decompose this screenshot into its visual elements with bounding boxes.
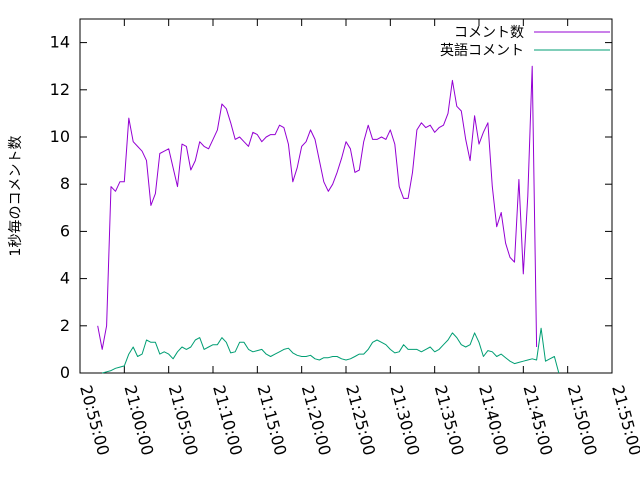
x-tick-label: 21:50:00: [564, 383, 601, 457]
x-tick-label: 21:40:00: [475, 383, 512, 457]
y-tick-label: 4: [60, 269, 70, 288]
series-layer: [97, 65, 560, 374]
x-tick-label: 21:55:00: [608, 383, 640, 457]
x-tick-label: 21:10:00: [209, 383, 246, 457]
x-tick-label: 21:25:00: [342, 383, 379, 457]
y-axis-label: 1秒毎のコメント数: [8, 136, 24, 257]
y-tick-label: 0: [60, 363, 70, 382]
x-tick-label: 21:15:00: [253, 383, 290, 457]
y-tick-label: 6: [60, 221, 70, 240]
x-tick-label: 21:00:00: [120, 383, 157, 457]
x-tick-label: 21:45:00: [519, 383, 556, 457]
y-tick-label: 8: [60, 174, 70, 193]
series-line-1: [97, 65, 538, 350]
y-tick-label: 2: [60, 316, 70, 335]
legend-label-2: 英語コメント: [440, 42, 524, 59]
x-tick-label: 21:20:00: [298, 383, 335, 457]
x-tick-label: 21:30:00: [386, 383, 423, 457]
legend-label-1: コメント数: [454, 25, 524, 41]
y-tick-label: 10: [50, 127, 70, 146]
axes: 0 2 4 6 8 10 12 14 20:55:00 21:00:00 21:05:00 21:10…: [50, 18, 640, 457]
y-tick-label: 12: [50, 80, 70, 99]
x-tick-label: 20:55:00: [76, 383, 113, 457]
series-line-2: [102, 327, 560, 374]
x-tick-label: 21:35:00: [431, 383, 468, 457]
x-tick-label: 21:05:00: [165, 383, 202, 457]
y-tick-label: 14: [50, 33, 70, 52]
